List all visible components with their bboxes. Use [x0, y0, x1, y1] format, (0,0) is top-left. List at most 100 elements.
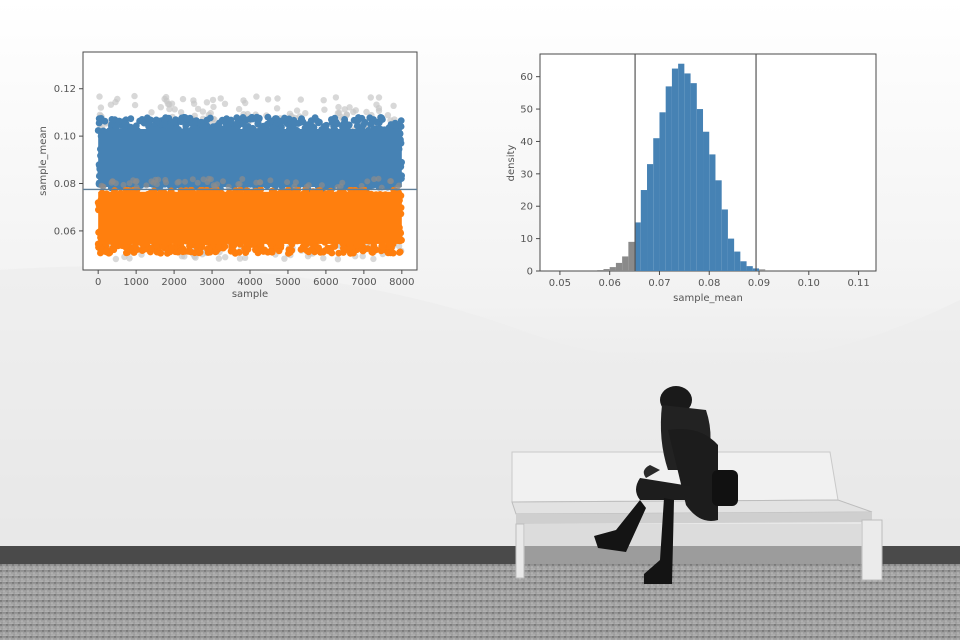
scatter-point-boundary	[235, 181, 242, 188]
histogram-bar	[734, 251, 741, 271]
scatter-point-outlier	[375, 94, 383, 101]
scatter-point-outlier	[97, 104, 105, 111]
scatter-point-outlier	[334, 110, 342, 117]
scatter-point-blue	[307, 121, 315, 128]
histogram-bar	[678, 63, 685, 271]
scatter-point-outlier	[384, 112, 392, 119]
scatter-point-blue	[331, 114, 339, 122]
scatter-point-outlier	[253, 93, 260, 100]
scatter-point-outlier	[209, 96, 217, 104]
scatter-point-blue	[353, 122, 361, 130]
scatter-point-outlier	[293, 107, 301, 114]
scatter-point-outlier	[222, 254, 229, 261]
scatter-point-blue	[161, 115, 169, 123]
scatter-point-outlier	[217, 95, 224, 102]
histogram-y-axis-label: density	[506, 145, 517, 182]
scatter-point-boundary	[371, 176, 378, 183]
scatter-point-boundary	[267, 177, 274, 184]
scatter-x-ticks: 0 1000 2000 3000 4000 5000 6000 7000 8000	[95, 270, 415, 288]
scatter-point-outlier	[367, 94, 374, 101]
scatter-point-boundary	[163, 179, 169, 186]
scatter-point-blue	[121, 120, 129, 128]
histogram-y-tick-label: 50	[520, 105, 533, 116]
histogram-bar	[597, 270, 604, 271]
scatter-point-outlier	[241, 254, 249, 261]
scatter-point-boundary	[120, 181, 127, 188]
scatter-point-blue	[360, 121, 367, 129]
scatter-point-outlier	[335, 103, 342, 111]
scatter-point-boundary	[194, 179, 201, 186]
scatter-point-outlier	[96, 93, 103, 100]
scatter-point-blue	[101, 117, 109, 125]
histogram-chart: 0.05 0.06 0.07 0.08 0.09 0.10 0.11 0 10 20 30 40 50…	[506, 53, 877, 304]
scatter-point-outlier	[221, 100, 229, 108]
scatter-point-boundary	[358, 182, 365, 189]
scatter-blue-core	[98, 129, 402, 188]
histogram-bar	[746, 266, 753, 271]
scatter-point-outlier	[112, 255, 120, 263]
scatter-point-outlier	[236, 255, 244, 262]
bench	[511, 451, 883, 581]
histogram-bar	[709, 154, 716, 271]
scatter-point-outlier	[334, 256, 342, 263]
scatter-point-outlier	[157, 104, 164, 111]
scatter-x-tick-label: 1000	[123, 277, 148, 288]
histogram-bar	[622, 256, 629, 271]
scatter-point-boundary	[257, 179, 264, 186]
scatter-point-blue	[225, 119, 232, 126]
scatter-point-outlier	[131, 92, 138, 100]
scatter-point-orange	[110, 246, 118, 254]
scatter-x-axis-label: sample	[232, 289, 268, 300]
scatter-points	[94, 92, 405, 263]
scatter-point-blue	[333, 120, 341, 128]
scatter-point-outlier	[171, 106, 178, 113]
histogram-bar	[715, 180, 722, 271]
scatter-point-orange	[177, 247, 185, 255]
scatter-point-outlier	[352, 107, 359, 114]
scatter-point-orange	[121, 243, 129, 251]
scatter-point-outlier	[274, 95, 281, 102]
scatter-point-blue	[170, 118, 178, 126]
scatter-point-boundary	[387, 178, 394, 185]
histogram-x-ticks: 0.05 0.06 0.07 0.08 0.09 0.10 0.11	[549, 271, 870, 289]
scatter-point-boundary	[318, 182, 325, 189]
scatter-point-orange	[340, 244, 347, 252]
scatter-point-outlier	[126, 255, 133, 262]
scatter-point-outlier	[210, 103, 217, 111]
scatter-y-tick-label: 0.12	[54, 84, 76, 95]
histogram-y-tick-label: 40	[520, 137, 533, 148]
scatter-point-blue	[239, 120, 247, 128]
scatter-chart: 0 1000 2000 3000 4000 5000 6000 7000 8000 0.060.…	[38, 51, 418, 300]
histogram-bar	[609, 267, 616, 271]
scatter-x-tick-label: 3000	[199, 277, 224, 288]
histogram-bar	[615, 262, 623, 271]
scatter-point-blue	[377, 114, 385, 122]
scatter-point-blue	[143, 114, 151, 122]
scatter-point-orange	[260, 246, 268, 254]
scatter-point-orange	[369, 245, 377, 253]
histogram-bar	[671, 68, 679, 271]
scatter-point-blue	[249, 115, 257, 123]
histogram-x-tick-label: 0.08	[698, 278, 720, 289]
scatter-point-blue	[281, 117, 288, 125]
scatter-point-blue	[393, 122, 401, 129]
scatter-point-boundary	[132, 178, 139, 185]
scatter-point-boundary	[100, 183, 107, 190]
scatter-point-orange	[286, 248, 294, 256]
scatter-y-tick-label: 0.10	[54, 132, 76, 143]
scatter-point-orange	[184, 248, 192, 255]
scatter-point-orange	[215, 243, 223, 251]
scatter-point-outlier	[390, 102, 397, 110]
scatter-x-tick-label: 0	[95, 277, 101, 288]
histogram-x-tick-label: 0.10	[798, 278, 820, 289]
histogram-y-tick-label: 20	[520, 202, 533, 213]
scatter-point-blue	[115, 117, 123, 125]
scatter-point-outlier	[302, 110, 309, 117]
scatter-point-blue	[358, 114, 366, 122]
scatter-point-blue	[138, 116, 146, 123]
scatter-point-orange	[350, 249, 357, 257]
histogram-x-tick-label: 0.06	[599, 278, 621, 289]
scatter-point-outlier	[114, 95, 121, 103]
scatter-point-boundary	[291, 183, 298, 190]
scatter-x-tick-label: 5000	[275, 277, 300, 288]
